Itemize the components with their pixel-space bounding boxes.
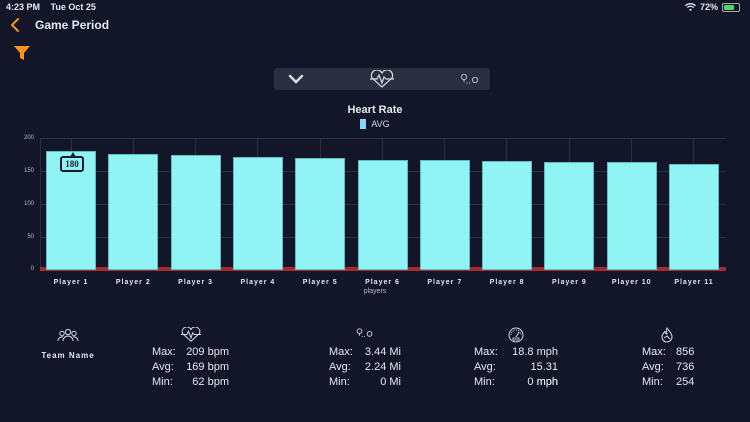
stat-label: Max:: [329, 346, 353, 358]
filter-icon[interactable]: [14, 45, 30, 61]
stat-label: Min:: [474, 376, 495, 388]
back-chevron-icon[interactable]: [8, 17, 24, 33]
value-marker: 180: [60, 152, 84, 172]
distance-tab[interactable]: [450, 68, 490, 90]
bar[interactable]: [544, 161, 595, 270]
stat-min: 254: [676, 376, 695, 388]
collapse-button[interactable]: [274, 68, 318, 90]
stat-max: 856: [676, 346, 695, 358]
stat-max: 3.44 Mi: [364, 346, 401, 358]
legend-label: AVG: [371, 119, 390, 129]
bar[interactable]: [170, 155, 221, 270]
x-tick-label: Player 11: [674, 279, 714, 286]
heart-rate-tab[interactable]: [362, 68, 402, 90]
distance-pins-icon: [460, 73, 479, 84]
stat-label: Max:: [152, 346, 176, 358]
stat-label: Max:: [474, 346, 498, 358]
stat-avg: 736: [676, 361, 695, 373]
status-date: Tue Oct 25: [50, 2, 96, 12]
flame-icon: [661, 327, 673, 343]
chart-title: Heart Rate: [347, 104, 403, 116]
y-tick: 200: [23, 135, 34, 141]
battery-icon: [722, 2, 740, 12]
stat-label: Avg:: [329, 361, 351, 373]
bar[interactable]: [357, 159, 408, 270]
battery-percent: 72%: [699, 2, 718, 12]
stat-label: Avg:: [152, 361, 174, 373]
bar[interactable]: [108, 153, 159, 270]
x-tick-label: Player 10: [611, 279, 652, 286]
status-bar-left: 4:23 PM Tue Oct 25: [6, 2, 96, 12]
team-summary: Team Name: [36, 328, 100, 360]
stat-label: Max:: [642, 346, 666, 358]
heart-rate-icon: [180, 327, 201, 342]
x-tick-label: Player 6: [365, 279, 400, 286]
chart-legend: AVG: [0, 119, 750, 129]
y-tick: 50: [27, 234, 34, 240]
wifi-icon: [685, 3, 696, 11]
stat-max: 209 bpm: [186, 346, 229, 358]
page-title: Game Period: [35, 18, 110, 32]
y-tick: 150: [23, 168, 34, 174]
stat-label: Min:: [642, 376, 663, 388]
bar[interactable]: [669, 164, 719, 270]
stat-min: 0 mph: [527, 376, 558, 388]
heart-rate-icon: [370, 70, 394, 88]
stat-label: Avg:: [642, 361, 664, 373]
distance-stats: Max: 3.44 Mi Avg: 2.24 Mi Min: 0 Mi: [329, 327, 401, 390]
bar[interactable]: [482, 161, 533, 270]
y-tick: 0: [30, 266, 34, 272]
stat-label: Avg:: [474, 361, 496, 373]
status-time: 4:23 PM: [6, 2, 41, 12]
team-icon: [57, 328, 79, 342]
stat-avg: 169 bpm: [186, 361, 229, 373]
stat-avg: 2.24 Mi: [364, 361, 401, 373]
x-tick-label: Player 4: [240, 279, 276, 286]
stat-avg: 15.31 mph: [530, 361, 558, 388]
x-tick-label: Player 3: [178, 279, 214, 286]
x-tick-label: Player 2: [115, 279, 151, 286]
calories-stats: Max: 856 Avg: 736 Min: 254: [642, 327, 695, 390]
legend-swatch: [360, 119, 367, 129]
status-bar-right: 72%: [685, 2, 740, 12]
bar[interactable]: [295, 158, 346, 270]
bar[interactable]: [419, 160, 470, 270]
x-tick-label: Player 9: [551, 279, 587, 286]
bar[interactable]: [606, 162, 657, 270]
x-tick-label: Player 8: [489, 279, 525, 286]
stat-min: 0 Mi: [380, 376, 401, 388]
metric-selector: [274, 68, 490, 90]
bar[interactable]: [232, 157, 283, 270]
speedometer-icon: [508, 327, 524, 343]
x-tick-label: Player 7: [427, 279, 463, 286]
chevron-down-icon: [288, 74, 304, 84]
y-tick: 100: [23, 201, 34, 207]
x-axis-title: players: [363, 288, 387, 295]
x-tick-label: Player 5: [302, 279, 338, 286]
x-tick-label: Player 1: [53, 279, 89, 286]
stat-min: 62 bpm: [192, 376, 229, 388]
stat-label: Min:: [329, 376, 350, 388]
stat-label: Min:: [152, 376, 173, 388]
distance-pins-icon: [356, 328, 373, 338]
heart-rate-stats: Max: 209 bpm Avg: 169 bpm Min: 62 bpm: [152, 327, 229, 390]
team-name: Team Name: [41, 351, 95, 360]
speed-stats: Max: 18.8 mph Avg: 15.31 mph Min: 0 mph: [474, 327, 558, 390]
stat-max: 18.8 mph: [512, 346, 558, 358]
